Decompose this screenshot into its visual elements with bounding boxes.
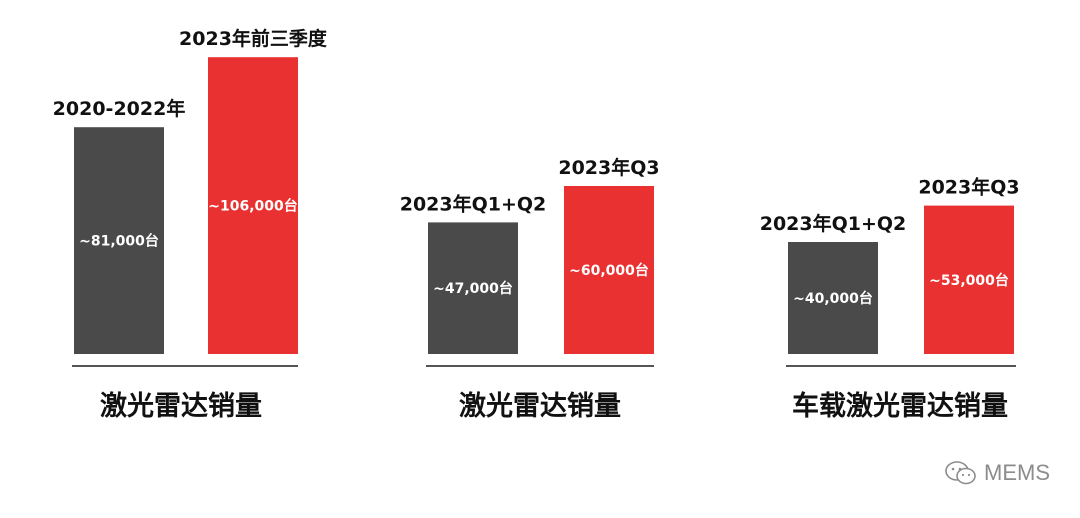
- chart-title: 激光雷达销量: [100, 390, 262, 422]
- category-label: 2023年Q1+Q2: [400, 192, 547, 215]
- bar-1-2: [208, 57, 298, 354]
- value-label: ~60,000台: [569, 262, 649, 279]
- value-label: ~40,000台: [793, 290, 873, 307]
- value-label: ~53,000台: [929, 272, 1009, 289]
- bar-3-2: [924, 205, 1014, 354]
- watermark: MEMS: [944, 460, 1050, 486]
- wechat-icon: [945, 461, 976, 485]
- category-label: 2020-2022年: [53, 97, 186, 120]
- bar-1-1: [74, 127, 164, 354]
- bar-3-1: [788, 242, 878, 354]
- chart-title: 车载激光雷达销量: [792, 390, 1008, 422]
- category-label: 2023年Q3: [918, 176, 1019, 199]
- category-label: 2023年Q1+Q2: [760, 212, 907, 235]
- category-label: 2023年前三季度: [179, 27, 328, 50]
- value-label: ~106,000台: [208, 198, 298, 215]
- watermark-text: MEMS: [984, 460, 1050, 485]
- chart-title: 激光雷达销量: [459, 390, 621, 422]
- bar-2-2: [564, 186, 654, 354]
- value-label: ~47,000台: [433, 280, 513, 297]
- value-label: ~81,000台: [79, 233, 159, 250]
- category-label: 2023年Q3: [558, 156, 659, 179]
- bar-2-1: [428, 222, 518, 354]
